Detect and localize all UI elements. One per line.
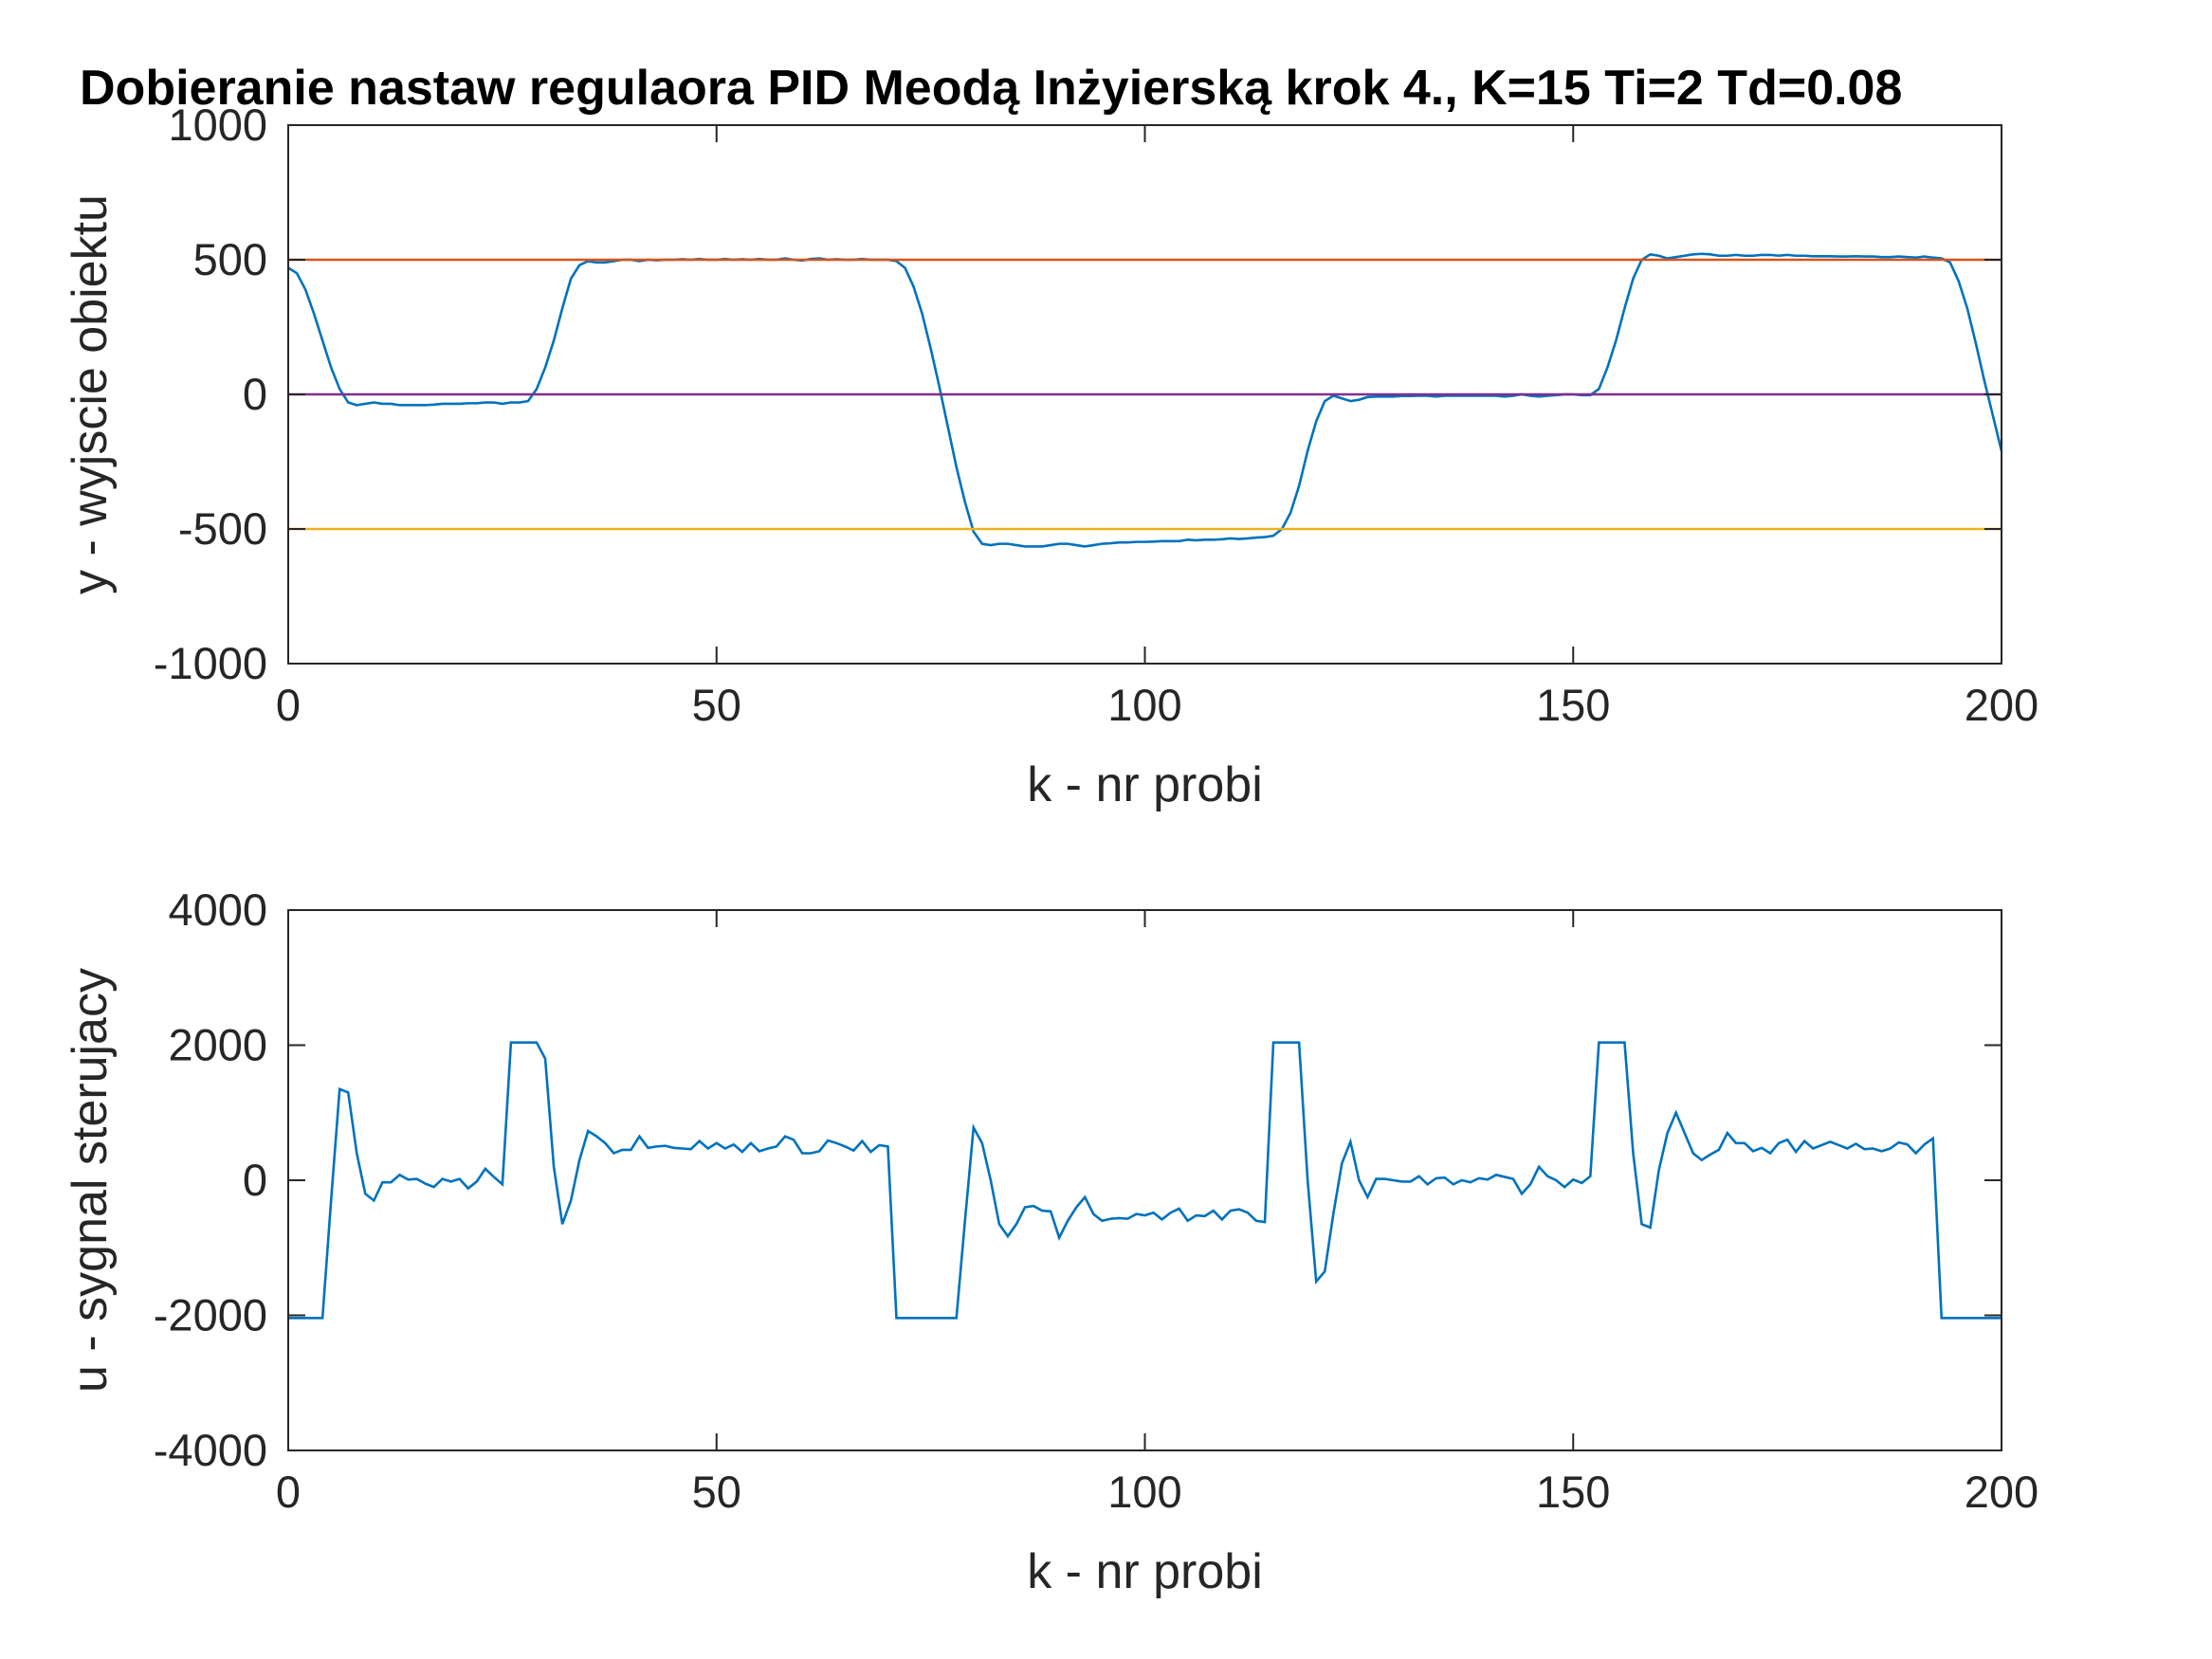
x-tick-label: 0	[276, 1467, 301, 1517]
chart-title: Dobieranie nastaw regulaora PID Meodą In…	[80, 61, 1902, 116]
data-line	[287, 252, 2003, 548]
x-tick-label: 100	[1107, 680, 1181, 730]
x-tick-label: 100	[1107, 1467, 1181, 1517]
x-tick-label: 150	[1536, 1467, 1610, 1517]
x-tick-label: 200	[1965, 1467, 2038, 1517]
x-tick-label: 0	[276, 680, 301, 730]
y-tick-label: 0	[243, 369, 267, 419]
x-tick-label: 200	[1965, 680, 2038, 730]
x-tick-label: 150	[1536, 680, 1610, 730]
y-tick-label: -1000	[154, 638, 267, 688]
x-axis-label: k - nr probi	[1027, 757, 1263, 812]
y-tick-label: 2000	[168, 1020, 267, 1070]
x-tick-label: 50	[692, 680, 741, 730]
y-tick-label: -4000	[154, 1425, 267, 1475]
x-tick-label: 50	[692, 1467, 741, 1517]
y-axis-label: u - sygnal sterujacy	[63, 968, 118, 1393]
y-tick-label: -2000	[154, 1290, 267, 1340]
data-line	[288, 1041, 2002, 1320]
y-tick-label: 0	[243, 1155, 267, 1205]
x-axis-label: k - nr probi	[1027, 1544, 1263, 1599]
y-axis-label: y - wyjscie obiektu	[63, 194, 118, 594]
y-tick-label: 1000	[168, 100, 267, 150]
y-tick-label: 4000	[168, 884, 267, 935]
y-tick-label: 500	[193, 234, 267, 284]
y-tick-label: -500	[178, 503, 267, 554]
